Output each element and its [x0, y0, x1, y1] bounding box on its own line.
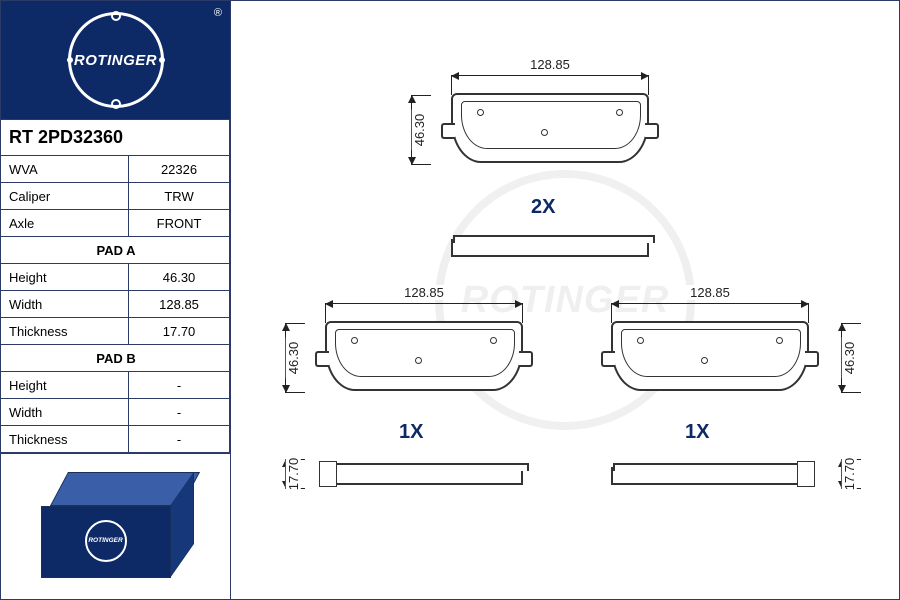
qty-top: 2X	[531, 196, 555, 219]
left-panel: ® ROTINGER RT 2PD32360 WVA22326 CaliperT…	[1, 1, 231, 599]
pad-a-width: 128.85	[129, 291, 230, 318]
brand-name: ROTINGER	[74, 52, 157, 69]
wva-label: WVA	[1, 156, 129, 183]
registered-mark: ®	[214, 7, 222, 19]
datasheet: ® ROTINGER RT 2PD32360 WVA22326 CaliperT…	[0, 0, 900, 600]
dim-bl-width: 128.85	[325, 289, 523, 309]
dim-br-width: 128.85	[611, 289, 809, 309]
spec-table: RT 2PD32360 WVA22326 CaliperTRW AxleFRON…	[1, 119, 230, 453]
pad-b-width-label: Width	[1, 399, 129, 426]
pad-b-height: -	[129, 372, 230, 399]
pad-b-header: PAD B	[1, 345, 230, 372]
dim-top-width: 128.85	[451, 61, 649, 81]
axle-value: FRONT	[129, 210, 230, 237]
dim-br-height: 46.30	[835, 323, 855, 393]
pad-br-view	[601, 321, 819, 399]
pad-b-width: -	[129, 399, 230, 426]
pad-top-view	[441, 93, 659, 171]
pad-a-height-label: Height	[1, 264, 129, 291]
axle-label: Axle	[1, 210, 129, 237]
dim-bl-thickness: 17.70	[279, 459, 299, 489]
pad-a-header: PAD A	[1, 237, 230, 264]
dim-bl-height: 46.30	[279, 323, 299, 393]
pad-a-height: 46.30	[129, 264, 230, 291]
pad-b-thickness-label: Thickness	[1, 426, 129, 453]
pad-a-width-label: Width	[1, 291, 129, 318]
qty-br: 1X	[685, 421, 709, 444]
pad-bl-view	[315, 321, 533, 399]
pad-b-height-label: Height	[1, 372, 129, 399]
caliper-label: Caliper	[1, 183, 129, 210]
pad-a-thickness: 17.70	[129, 318, 230, 345]
pad-top-edge	[441, 233, 659, 263]
drawing-area: ROTINGER 128.85 46.30 2X	[231, 1, 899, 599]
part-number: RT 2PD32360	[1, 120, 230, 156]
brand-logo: ® ROTINGER	[1, 1, 230, 119]
package-illustration: ROTINGER	[1, 453, 230, 599]
pad-a-thickness-label: Thickness	[1, 318, 129, 345]
dim-top-height: 46.30	[405, 95, 425, 165]
pad-b-thickness: -	[129, 426, 230, 453]
pad-bl-edge	[315, 461, 533, 491]
pad-br-edge	[601, 461, 819, 491]
qty-bl: 1X	[399, 421, 423, 444]
caliper-value: TRW	[129, 183, 230, 210]
wva-value: 22326	[129, 156, 230, 183]
dim-br-thickness: 17.70	[835, 459, 855, 489]
